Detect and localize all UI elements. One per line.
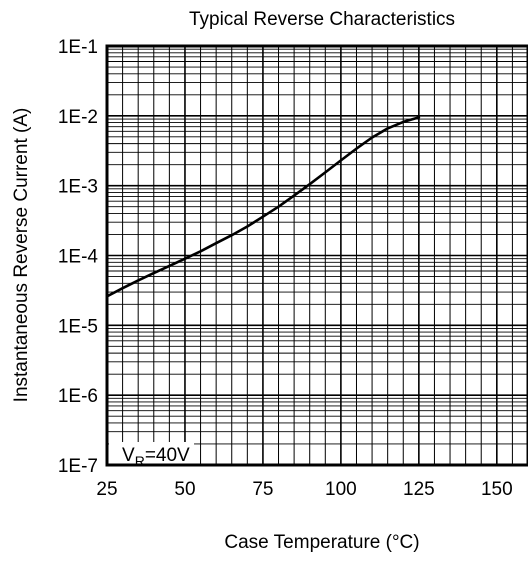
series-layer [105, 116, 421, 298]
annotation-subscript: R [135, 453, 145, 469]
x-tick-labels: 25 50 75 100 125 150 [96, 479, 512, 500]
y-tick-label: 1E-4 [58, 247, 99, 268]
chart-title: Typical Reverse Characteristics [189, 9, 455, 30]
x-tick-label: 25 [96, 479, 117, 500]
x-tick-label: 75 [252, 479, 273, 500]
y-tick-label: 1E-3 [58, 177, 98, 198]
annotation-background [109, 442, 195, 464]
x-tick-label: 50 [174, 479, 195, 500]
y-tick-labels: 1E-1 1E-2 1E-3 1E-4 1E-5 1E-6 1E-7 [58, 37, 99, 477]
annotation-text: VR=40V [122, 445, 190, 469]
annotation-rest: =40V [145, 445, 190, 466]
x-tick-label: 150 [481, 479, 513, 500]
y-axis-title: Instantaneous Reverse Current (A) [11, 108, 32, 403]
major-gridlines [106, 46, 528, 466]
plot-frame [105, 44, 528, 467]
y-tick-label: 1E-2 [58, 107, 98, 128]
y-tick-label: 1E-1 [58, 37, 98, 58]
x-axis-title: Case Temperature (°C) [224, 532, 419, 553]
annotation-base: V [122, 445, 135, 466]
x-tick-label: 125 [403, 479, 435, 500]
vr-annotation: VR=40V [109, 442, 195, 469]
x-tick-label: 100 [325, 479, 357, 500]
y-tick-label: 1E-6 [58, 386, 98, 407]
y-tick-label: 1E-5 [58, 316, 98, 337]
y-tick-label: 1E-7 [58, 456, 98, 477]
reverse-current-curve [105, 116, 421, 298]
